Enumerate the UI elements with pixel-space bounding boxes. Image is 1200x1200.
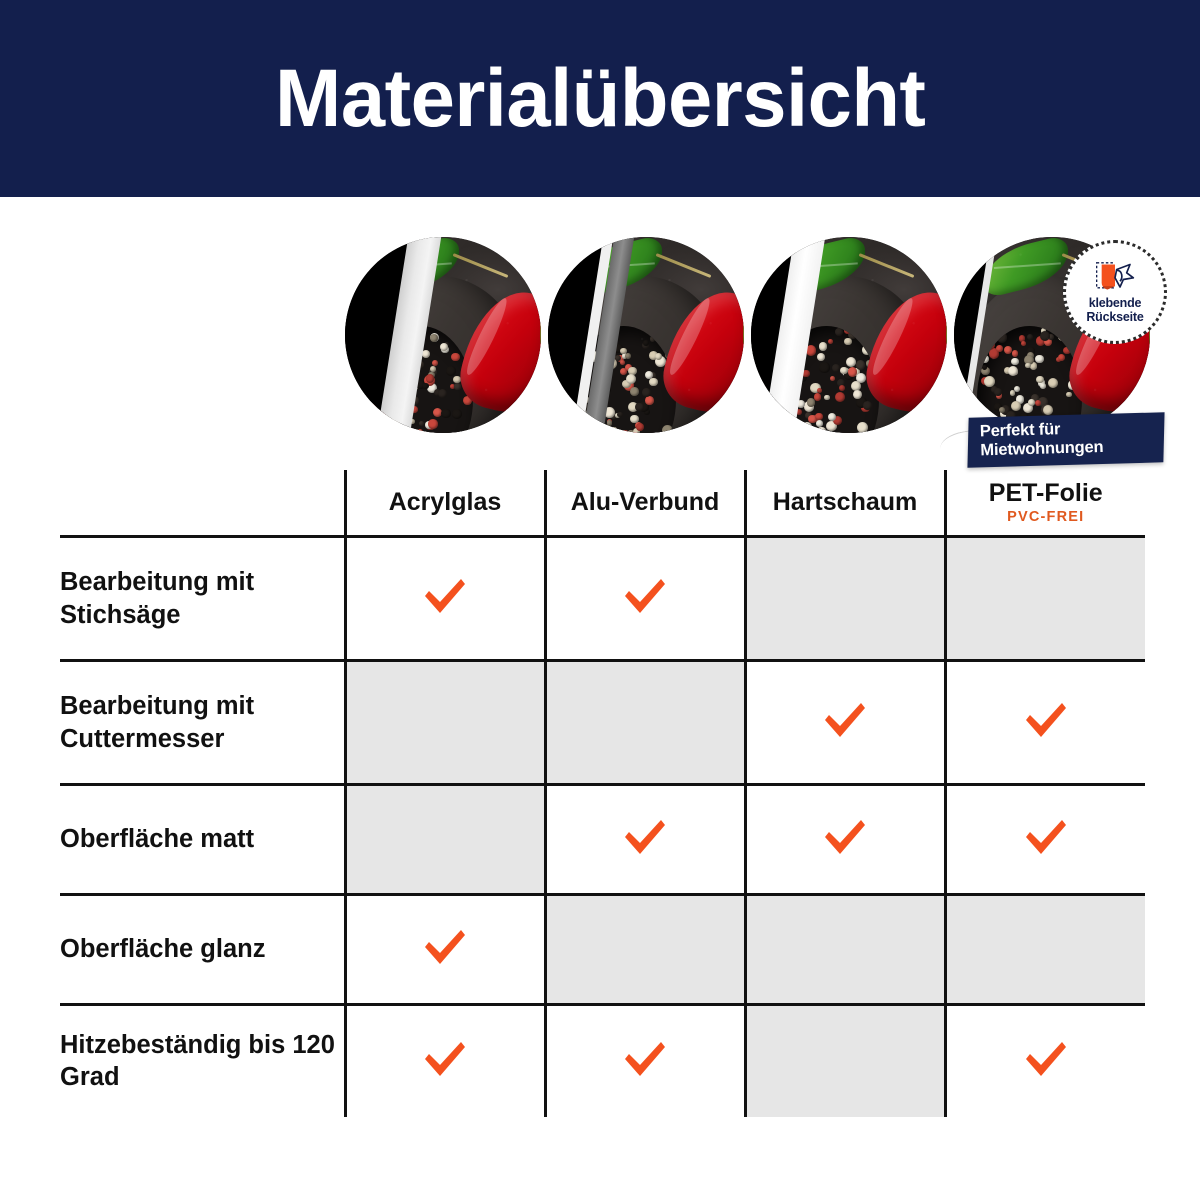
- table-row: Bearbeitung mit Stichsäge: [60, 537, 1145, 661]
- adhesive-backing-badge: klebende Rückseite: [1063, 240, 1167, 344]
- row-label-5: Hitzebeständig bis 120 Grad: [60, 1005, 345, 1117]
- column-header-hartschaum: Hartschaum: [745, 470, 945, 537]
- peppercorn-well: [774, 326, 878, 433]
- cell-r1-c4-unsupported: [945, 537, 1145, 661]
- table-header-row: Acrylglas Alu-Verbund Hartschaum PET-Fol…: [60, 470, 1145, 537]
- cell-r2-c2-unsupported: [545, 661, 745, 785]
- cell-r4-c2-unsupported: [545, 895, 745, 1005]
- table-corner-cell: [60, 470, 345, 537]
- red-chili: [453, 281, 541, 420]
- badge-line-2: Rückseite: [1086, 310, 1143, 324]
- column-title: Acrylglas: [347, 489, 544, 515]
- check-icon: [422, 926, 468, 968]
- spice-photo: [751, 237, 947, 433]
- peppercorn-cluster: [571, 326, 675, 433]
- adhesive-backing-icon: [1095, 261, 1135, 293]
- rental-ribbon: Perfekt für Mietwohnungen: [967, 412, 1164, 468]
- column-header-acrylglas: Acrylglas: [345, 470, 545, 537]
- mortar-bowl: [558, 276, 727, 433]
- mortar-bowl: [355, 276, 524, 433]
- product-preview-acrylglas[interactable]: [345, 237, 541, 433]
- cell-r2-c1-unsupported: [345, 661, 545, 785]
- green-leaf: [978, 237, 1076, 298]
- column-badge-pvc-free: PVC-FREI: [947, 509, 1146, 525]
- check-icon: [1023, 1038, 1069, 1080]
- cell-r3-c2-supported: [545, 785, 745, 895]
- table-row: Hitzebeständig bis 120 Grad: [60, 1005, 1145, 1117]
- table-row: Oberfläche glanz: [60, 895, 1145, 1005]
- cell-r4-c3-unsupported: [745, 895, 945, 1005]
- page-header-banner: Materialübersicht: [0, 0, 1200, 197]
- column-title: PET-Folie: [947, 480, 1146, 506]
- cell-r3-c1-unsupported: [345, 785, 545, 895]
- spice-photo: [548, 237, 744, 433]
- chili-stalk: [539, 304, 541, 345]
- cell-r1-c2-supported: [545, 537, 745, 661]
- mortar-bowl: [761, 276, 930, 433]
- product-preview-alu-verbund[interactable]: [548, 237, 744, 433]
- cell-r2-c4-supported: [945, 661, 1145, 785]
- cell-r4-c4-unsupported: [945, 895, 1145, 1005]
- peppercorn-cluster: [774, 326, 878, 433]
- material-comparison-table: Acrylglas Alu-Verbund Hartschaum PET-Fol…: [60, 470, 1145, 1092]
- check-icon: [1023, 699, 1069, 741]
- cell-r5-c1-supported: [345, 1005, 545, 1117]
- check-icon: [422, 1038, 468, 1080]
- check-icon: [622, 1038, 668, 1080]
- table-row: Oberfläche matt: [60, 785, 1145, 895]
- column-title: Hartschaum: [747, 489, 944, 515]
- row-label-2: Bearbeitung mit Cuttermesser: [60, 661, 345, 785]
- product-preview-hartschaum[interactable]: [751, 237, 947, 433]
- chili-stalk: [945, 304, 947, 345]
- peppercorn-well: [571, 326, 675, 433]
- column-title: Alu-Verbund: [547, 489, 744, 515]
- leaf-stem: [452, 254, 508, 279]
- row-label-4: Oberfläche glanz: [60, 895, 345, 1005]
- page-title: Materialübersicht: [275, 58, 925, 140]
- check-icon: [622, 575, 668, 617]
- cell-r5-c4-supported: [945, 1005, 1145, 1117]
- peppercorn-well: [368, 326, 472, 433]
- red-chili: [656, 281, 744, 420]
- check-icon: [822, 699, 868, 741]
- check-icon: [622, 816, 668, 858]
- leaf-stem: [655, 254, 711, 279]
- green-leaf: [369, 237, 467, 298]
- check-icon: [1023, 816, 1069, 858]
- cell-r5-c3-unsupported: [745, 1005, 945, 1117]
- cell-r5-c2-supported: [545, 1005, 745, 1117]
- ribbon-line-2: Mietwohnungen: [980, 437, 1164, 462]
- badge-line-1: klebende: [1089, 296, 1142, 310]
- check-icon: [822, 816, 868, 858]
- cell-r2-c3-supported: [745, 661, 945, 785]
- row-label-3: Oberfläche matt: [60, 785, 345, 895]
- column-header-pet-folie: PET-Folie PVC-FREI: [945, 470, 1145, 537]
- chili-stalk: [742, 304, 744, 345]
- cell-r3-c3-supported: [745, 785, 945, 895]
- green-leaf: [572, 237, 670, 298]
- cell-r3-c4-supported: [945, 785, 1145, 895]
- cell-r1-c1-supported: [345, 537, 545, 661]
- column-header-alu-verbund: Alu-Verbund: [545, 470, 745, 537]
- red-chili: [859, 281, 947, 420]
- peppercorn-cluster: [368, 326, 472, 433]
- cell-r4-c1-supported: [345, 895, 545, 1005]
- check-icon: [422, 575, 468, 617]
- leaf-stem: [858, 254, 914, 279]
- cell-r1-c3-unsupported: [745, 537, 945, 661]
- table-row: Bearbeitung mit Cuttermesser: [60, 661, 1145, 785]
- product-preview-row: [0, 232, 1200, 442]
- spice-photo: [345, 237, 541, 433]
- row-label-1: Bearbeitung mit Stichsäge: [60, 537, 345, 661]
- green-leaf: [775, 237, 873, 298]
